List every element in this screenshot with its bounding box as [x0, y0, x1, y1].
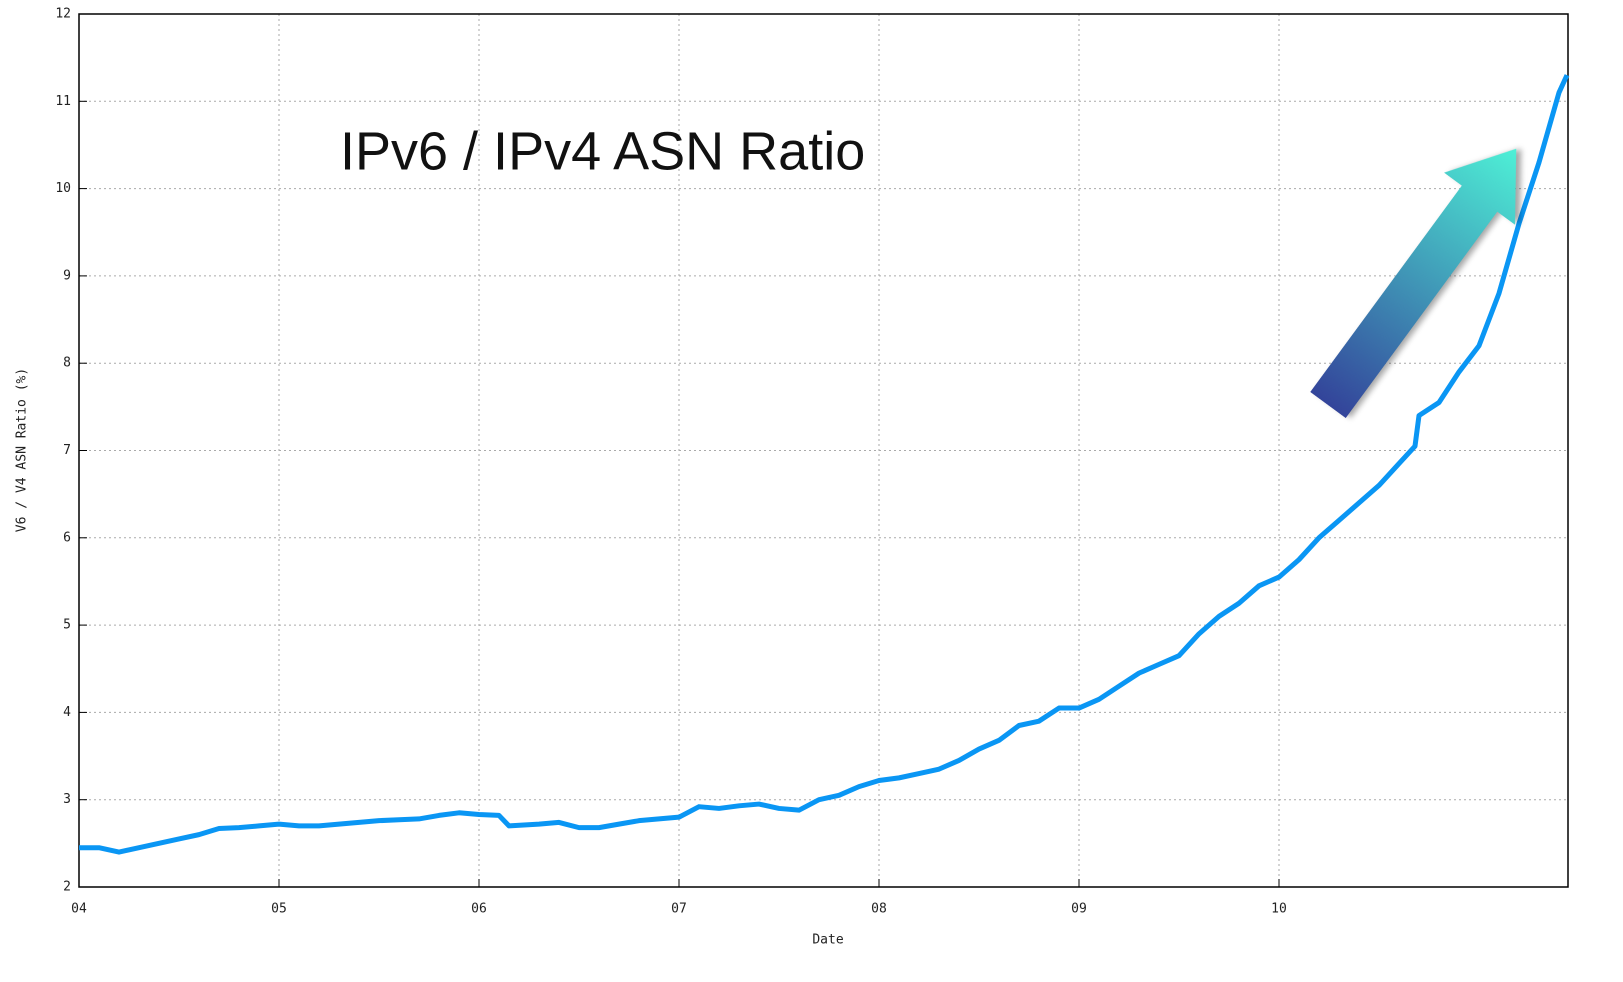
chart-title: IPv6 / IPv4 ASN Ratio	[340, 121, 865, 181]
plot-border	[78, 13, 1569, 888]
y-axis-label: V6 / V4 ASN Ratio (%)	[15, 368, 30, 532]
y-tick-label: 4	[63, 705, 71, 720]
x-tick-label: 10	[1271, 902, 1287, 917]
y-tick-label: 7	[63, 443, 71, 458]
y-tick-label: 11	[55, 94, 71, 109]
y-tick-label: 8	[63, 356, 71, 371]
x-tick-label: 06	[471, 902, 487, 917]
x-tick-label: 07	[671, 902, 687, 917]
y-tick-label: 6	[63, 530, 71, 545]
x-tick-label: 08	[871, 902, 887, 917]
data-line	[79, 74, 1570, 855]
trend-arrow	[1310, 148, 1517, 419]
x-tick-label: 05	[271, 902, 287, 917]
y-tick-label: 5	[63, 618, 71, 633]
y-tick-label: 2	[63, 880, 71, 895]
x-tick-label: 04	[71, 902, 87, 917]
y-tick-label: 9	[63, 268, 71, 283]
x-axis-label: Date	[812, 933, 843, 948]
y-tick-label: 3	[63, 792, 71, 807]
y-tick-label: 10	[55, 181, 71, 196]
plot-area: 2 3 4 5 6 7 8 9 10 11 12 04 05 06 07 08 09 10	[55, 7, 1570, 917]
y-tick-label: 12	[55, 7, 71, 22]
x-tick-label: 09	[1071, 902, 1087, 917]
